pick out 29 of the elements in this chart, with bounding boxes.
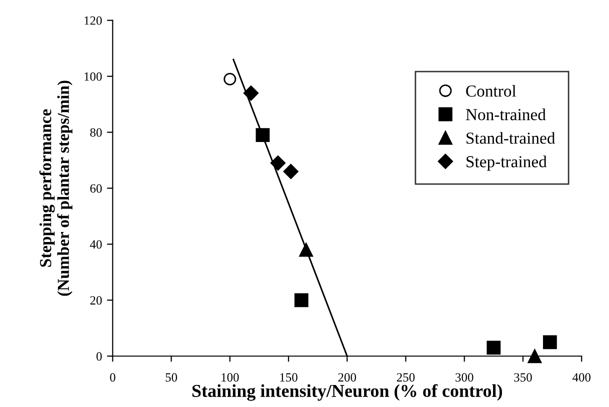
point — [528, 349, 542, 364]
y-tick-label: 80 — [90, 128, 102, 137]
y-tick-label: 60 — [90, 184, 102, 193]
point — [486, 340, 501, 355]
x-tick-label: 0 — [110, 373, 116, 382]
x-tick-label: 350 — [514, 373, 532, 382]
legend-label: Non-trained — [466, 108, 546, 120]
y-tick-label: 20 — [90, 296, 102, 305]
x-tick-label: 50 — [166, 373, 178, 382]
point — [283, 164, 298, 180]
legend-label: Stand-trained — [466, 132, 556, 144]
y-tick-label: 120 — [84, 16, 102, 25]
x-axis-title: Staining intensity/Neuron (% of control) — [192, 384, 502, 401]
y-tick-label: 0 — [96, 352, 102, 361]
y-tick-label: 100 — [84, 72, 102, 81]
point — [542, 335, 557, 350]
y-axis-title: Stepping performance (Number of plantar steps/min) — [39, 80, 72, 296]
point — [294, 293, 308, 308]
legend-label: Control — [466, 84, 516, 97]
legend-label: Step-trained — [466, 156, 547, 171]
x-tick-label: 100 — [222, 373, 239, 382]
x-tick-label: 250 — [396, 373, 415, 382]
x-tick-label: 200 — [338, 373, 356, 382]
x-tick-label: 400 — [572, 373, 590, 382]
y-tick-label: 40 — [90, 240, 102, 249]
point — [270, 155, 286, 171]
point — [224, 72, 236, 86]
x-tick-label: 300 — [456, 373, 474, 382]
x-tick-label: 150 — [280, 373, 298, 382]
